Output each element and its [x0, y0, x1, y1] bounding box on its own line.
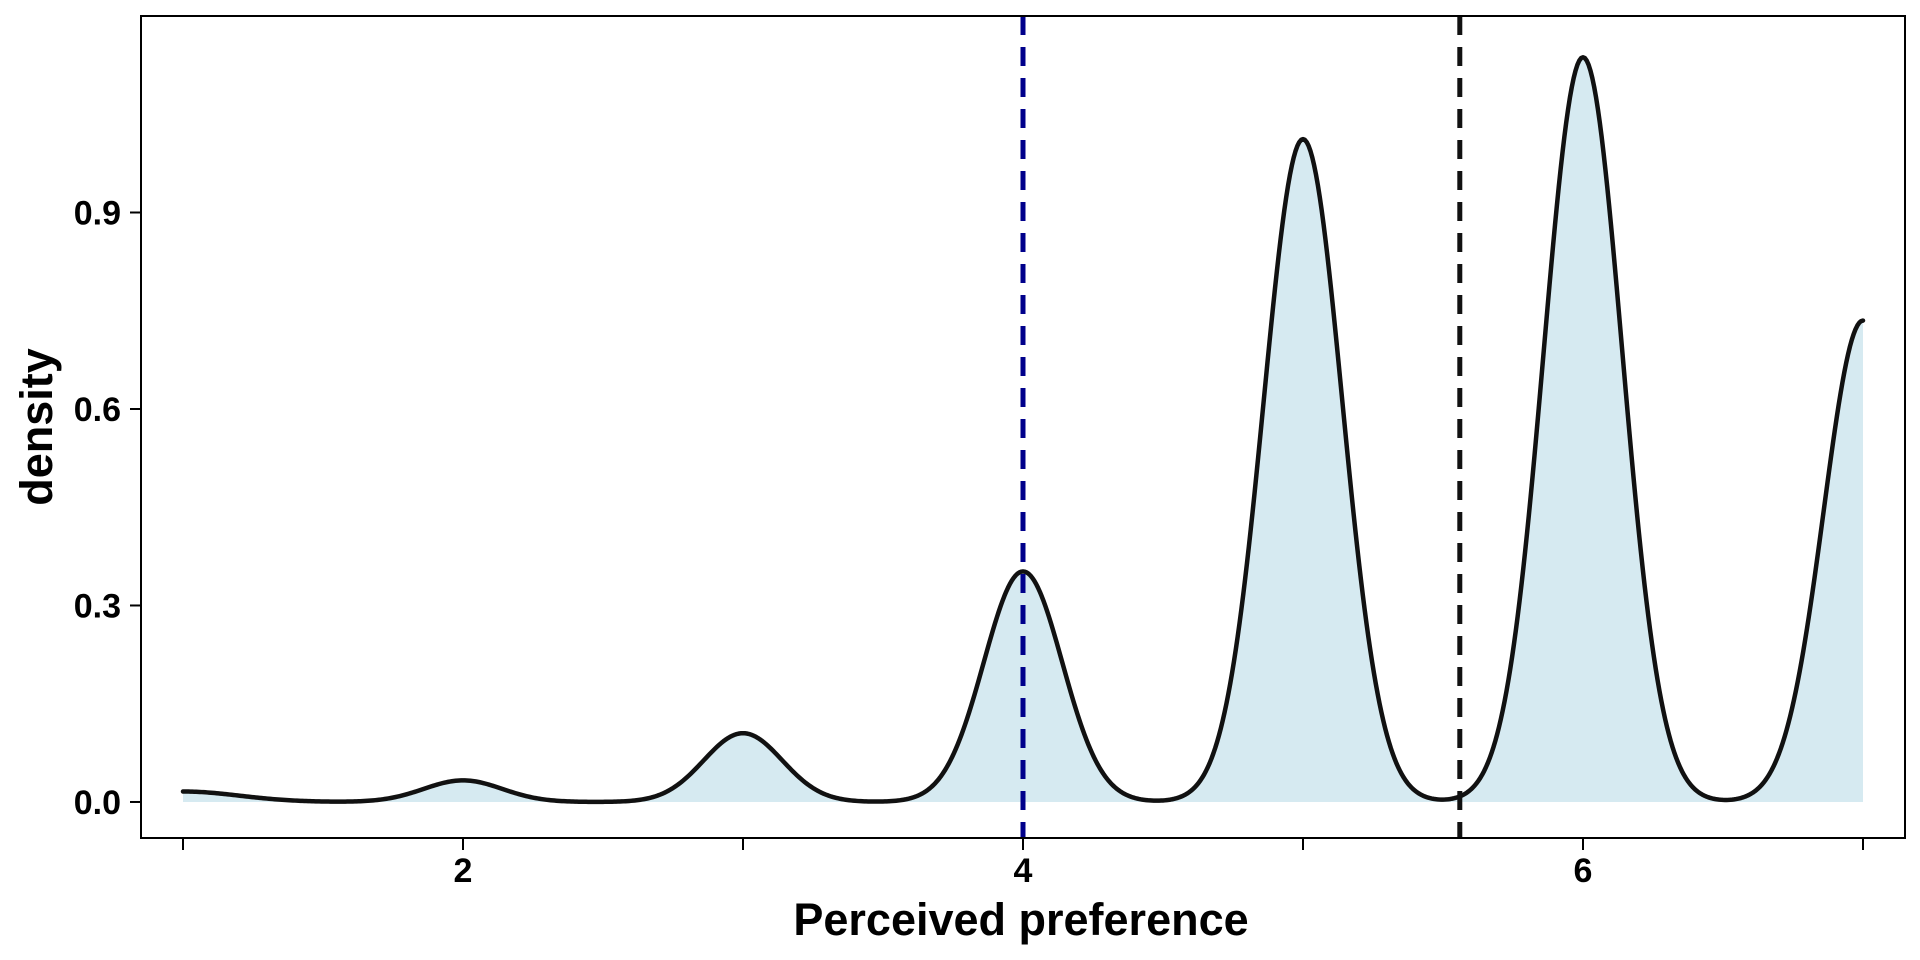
y-axis-title: density — [11, 348, 62, 506]
x-tick-label: 2 — [454, 852, 473, 890]
y-tick-label: 0.6 — [74, 391, 121, 429]
y-axis: 0.0 0.3 0.6 0.9 — [74, 194, 141, 822]
y-tick-label: 0.3 — [74, 587, 121, 625]
y-tick-label: 0.9 — [74, 194, 121, 232]
density-line — [180, 55, 1866, 805]
x-tick-label: 6 — [1574, 852, 1593, 890]
x-axis: 2 4 6 — [182, 838, 1864, 890]
y-tick-label: 0.0 — [74, 784, 121, 822]
reference-lines — [1020, 16, 1463, 838]
x-axis-title: Perceived preference — [793, 894, 1248, 945]
x-tick-label: 4 — [1014, 852, 1033, 890]
